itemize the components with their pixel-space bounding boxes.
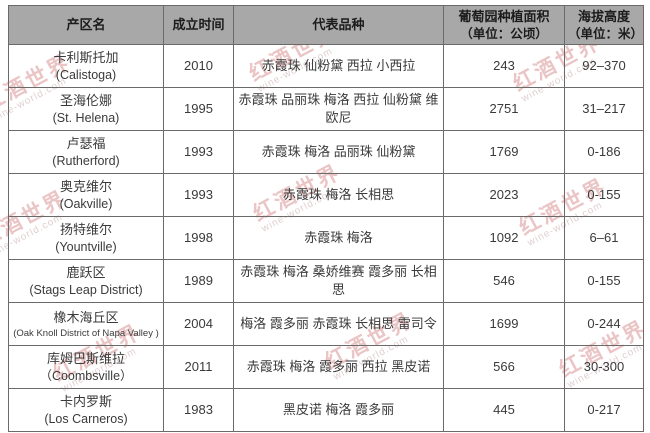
table-row: 奥克维尔 (Oakville) 1993 赤霞珠 梅洛 长相思 2023 0-155 [8,173,644,218]
vineyard-area-cell: 1092 [443,216,565,261]
header-founded-label: 成立时间 [172,17,225,33]
vineyard-area-cell: 2023 [443,173,565,218]
region-name-en: (Rutherford) [52,153,120,168]
altitude-cell: 92–370 [564,44,644,89]
header-altitude: 海拔高度 （单位：米） [564,4,644,46]
header-altitude-label: 海拔高度 [577,9,630,24]
vineyard-area-cell: 1769 [443,130,565,175]
wine-regions-table: 产区名 成立时间 代表品种 葡萄园种植面积 （单位：公顷） 海拔高度 （单位：米… [8,4,644,433]
region-name-en: (Calistoga) [55,67,117,82]
region-name-cell: 鹿跃区 (Stags Leap District) [8,259,164,304]
table-row: 圣海伦娜 (St. Helena) 1995 赤霞珠 品丽珠 梅洛 西拉 仙粉黛 维欧… [8,87,644,132]
varieties-cell: 赤霞珠 梅洛 霞多丽 西拉 黑皮诺 [233,345,444,390]
varieties-cell: 赤霞珠 品丽珠 梅洛 西拉 仙粉黛 维欧尼 [233,87,444,132]
table-row: 卡内罗斯 (Los Carneros) 1983 黑皮诺 梅洛 霞多丽 445 0-217 [8,388,644,433]
founded-year-cell: 2004 [163,302,234,347]
varieties-cell: 赤霞珠 梅洛 桑娇维赛 霞多丽 长相思 [233,259,444,304]
region-name-cell: 库姆巴斯维拉 （Coombsville） [8,345,164,390]
table-row: 卡利斯托加 (Calistoga) 2010 赤霞珠 仙粉黛 西拉 小西拉 243 92–… [8,44,644,89]
header-varieties-label: 代表品种 [312,17,365,33]
founded-year-cell: 1989 [163,259,234,304]
header-region-label: 产区名 [66,17,106,33]
region-name-en: (St. Helena) [52,110,120,125]
region-name-cn: 卡内罗斯 [59,393,112,409]
altitude-cell: 0-186 [564,130,644,175]
founded-year-cell: 2010 [163,44,234,89]
region-name-cn: 库姆巴斯维拉 [46,350,125,366]
region-name-cell: 橡木海丘区 (Oak Knoll District of Napa Valley … [8,302,164,347]
region-name-cell: 卢瑟福 (Rutherford) [8,130,164,175]
region-name-cn: 橡木海丘区 [53,309,119,325]
vineyard-area-cell: 243 [443,44,565,89]
region-name-en: （Coombsville） [39,368,133,383]
vineyard-area-cell: 566 [443,345,565,390]
header-area-unit: （单位：公顷） [460,26,548,41]
varieties-cell: 赤霞珠 梅洛 长相思 [233,173,444,218]
header-region: 产区名 [8,4,164,46]
altitude-cell: 0-244 [564,302,644,347]
founded-year-cell: 1993 [163,130,234,175]
region-name-cn: 卢瑟福 [66,135,106,151]
region-name-cn: 卡利斯托加 [53,49,119,65]
table-row: 卢瑟福 (Rutherford) 1993 赤霞珠 梅洛 品丽珠 仙粉黛 1769 0-1… [8,130,644,175]
founded-year-cell: 1998 [163,216,234,261]
header-area-label: 葡萄园种植面积 [458,9,550,24]
header-varieties: 代表品种 [233,4,444,46]
vineyard-area-cell: 445 [443,388,565,433]
region-name-cn: 鹿跃区 [66,264,106,280]
region-name-cell: 扬特维尔 (Yountville) [8,216,164,261]
region-name-en: (Yountville) [55,239,117,254]
altitude-cell: 0-155 [564,173,644,218]
varieties-cell: 梅洛 霞多丽 赤霞珠 长相思 雷司令 [233,302,444,347]
region-name-cell: 圣海伦娜 (St. Helena) [8,87,164,132]
varieties-cell: 赤霞珠 梅洛 品丽珠 仙粉黛 [233,130,444,175]
region-name-cn: 扬特维尔 [59,221,112,237]
region-name-cell: 卡利斯托加 (Calistoga) [8,44,164,89]
altitude-cell: 30-300 [564,345,644,390]
table-body: 卡利斯托加 (Calistoga) 2010 赤霞珠 仙粉黛 西拉 小西拉 243 92–… [8,44,644,433]
table-row: 扬特维尔 (Yountville) 1998 赤霞珠 梅洛 1092 6–61 [8,216,644,261]
table-row: 库姆巴斯维拉 （Coombsville） 2011 赤霞珠 梅洛 霞多丽 西拉 黑皮诺… [8,345,644,390]
region-name-en: (Oak Knoll District of Napa Valley ) [13,327,159,339]
region-name-en: (Los Carneros) [44,411,128,426]
varieties-cell: 赤霞珠 仙粉黛 西拉 小西拉 [233,44,444,89]
region-name-en: (Stags Leap District) [29,282,143,297]
header-row: 产区名 成立时间 代表品种 葡萄园种植面积 （单位：公顷） 海拔高度 （单位：米… [8,4,644,46]
founded-year-cell: 1995 [163,87,234,132]
table-header: 产区名 成立时间 代表品种 葡萄园种植面积 （单位：公顷） 海拔高度 （单位：米… [8,4,644,46]
founded-year-cell: 1993 [163,173,234,218]
founded-year-cell: 1983 [163,388,234,433]
altitude-cell: 0-217 [564,388,644,433]
vineyard-area-cell: 546 [443,259,565,304]
vineyard-area-cell: 1699 [443,302,565,347]
header-founded: 成立时间 [163,4,234,46]
varieties-cell: 黑皮诺 梅洛 霞多丽 [233,388,444,433]
region-name-cell: 奥克维尔 (Oakville) [8,173,164,218]
region-name-cell: 卡内罗斯 (Los Carneros) [8,388,164,433]
region-name-cn: 奥克维尔 [59,178,112,194]
varieties-cell: 赤霞珠 梅洛 [233,216,444,261]
header-altitude-unit: （单位：米） [568,26,644,41]
altitude-cell: 6–61 [564,216,644,261]
table-row: 鹿跃区 (Stags Leap District) 1989 赤霞珠 梅洛 桑娇维赛 … [8,259,644,304]
header-area: 葡萄园种植面积 （单位：公顷） [443,4,565,46]
founded-year-cell: 2011 [163,345,234,390]
table-row: 橡木海丘区 (Oak Knoll District of Napa Valley … [8,302,644,347]
altitude-cell: 31–217 [564,87,644,132]
table: 产区名 成立时间 代表品种 葡萄园种植面积 （单位：公顷） 海拔高度 （单位：米… [8,4,644,433]
region-name-en: (Oakville) [59,196,113,211]
vineyard-area-cell: 2751 [443,87,565,132]
region-name-cn: 圣海伦娜 [59,92,112,108]
altitude-cell: 0-155 [564,259,644,304]
